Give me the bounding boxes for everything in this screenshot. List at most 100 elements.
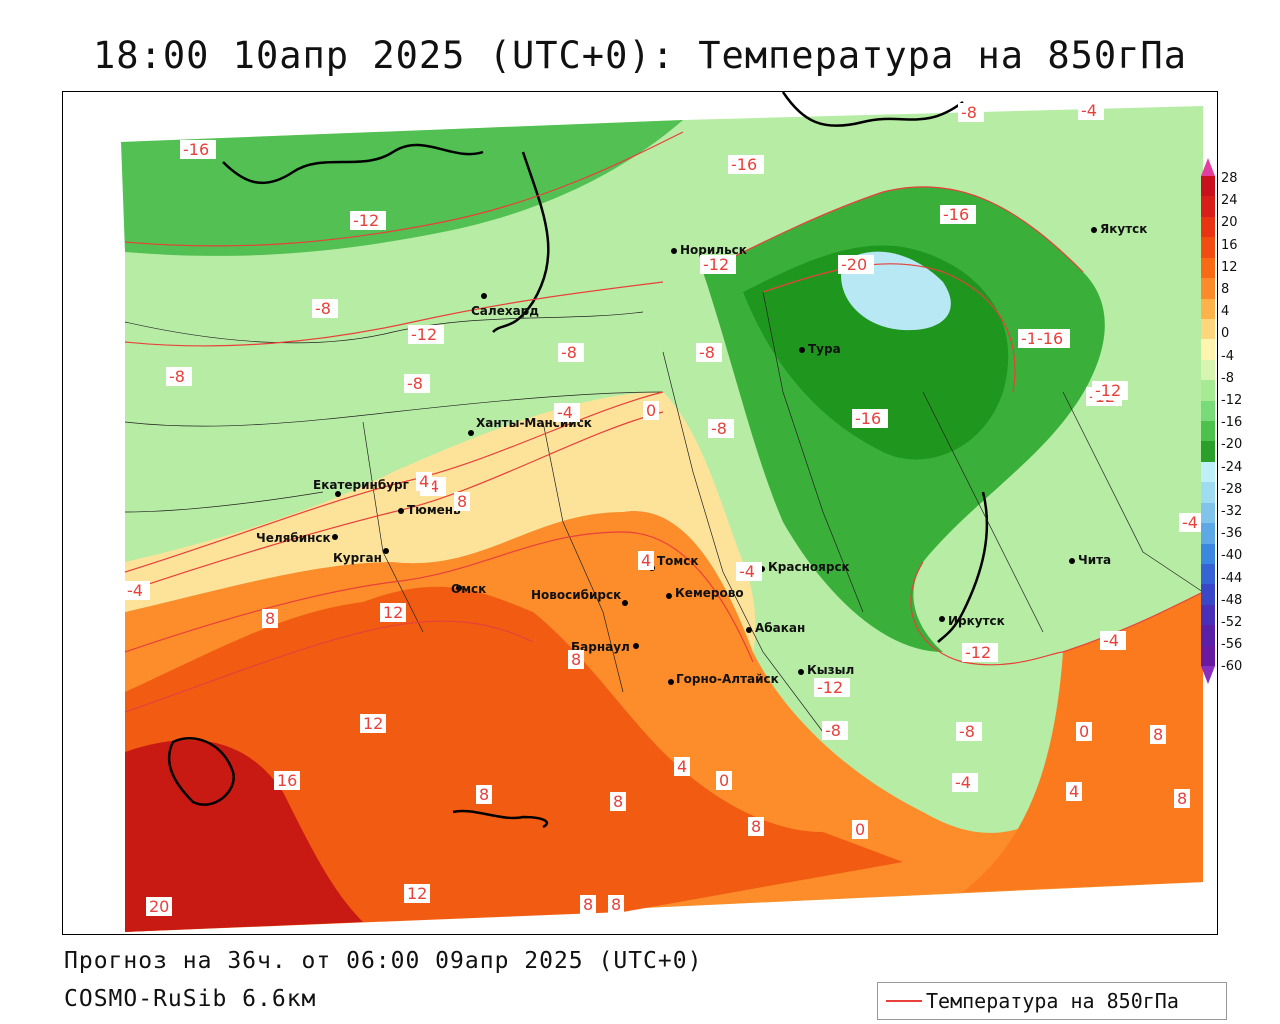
isotherm-value-text: -8 [711, 419, 727, 438]
colorbar-segment [1201, 196, 1215, 218]
colorbar-label: 16 [1221, 237, 1238, 253]
isotherm-value-label: -4 [1100, 631, 1126, 650]
colorbar-segment [1201, 584, 1215, 606]
colorbar-segment [1201, 257, 1215, 279]
isotherm-value-text: 12 [363, 714, 383, 733]
city-dot [622, 600, 628, 606]
colorbar-segment [1201, 543, 1215, 565]
isotherm-value-label: -20 [838, 255, 874, 274]
isotherm-value-text: -4 [1182, 513, 1198, 532]
colorbar-segment [1201, 216, 1215, 238]
isotherm-value-label: -16 [180, 140, 216, 159]
isotherm-value-text: 4 [419, 472, 429, 491]
city-dot [332, 534, 338, 540]
city-dot [456, 585, 462, 591]
northwest-green [121, 120, 683, 256]
colorbar-label: -24 [1221, 459, 1243, 475]
city-label-novosibirsk: Новосибирск [531, 588, 621, 602]
isotherm-value-text: 0 [855, 820, 865, 839]
isotherm-value-text: -4 [557, 403, 573, 422]
isotherm-value-label: -12 [1092, 381, 1128, 400]
isotherm-value-text: -4 [1103, 631, 1119, 650]
isotherm-value-text: -12 [353, 211, 379, 230]
isotherm-value-text: 0 [719, 771, 729, 790]
isotherm-value-label: 8 [454, 492, 470, 511]
city-dot [746, 627, 752, 633]
colorbar-segment [1201, 461, 1215, 483]
isotherm-value-text: 8 [1177, 789, 1187, 808]
colorbar-label: -12 [1221, 393, 1243, 408]
isotherm-value-text: -8 [315, 299, 331, 318]
city-label-tura: Тура [808, 342, 841, 356]
city-dot [481, 293, 487, 299]
isotherm-value-text: -4 [955, 773, 971, 792]
isotherm-value-label: 8 [568, 650, 584, 669]
temperature-map[interactable]: Якутск Норильск Салехард Тура Ханты-Манс… [62, 91, 1218, 935]
isotherm-value-text: 8 [751, 817, 761, 836]
colorbar-label: 0 [1221, 326, 1230, 342]
isotherm-value-label: -16 [940, 205, 976, 224]
city-dot [1091, 227, 1097, 233]
hottest-region [125, 740, 363, 932]
isotherm-value-text: 8 [571, 650, 581, 669]
colorbar-label: 28 [1221, 171, 1238, 186]
city-label-krasnoyarsk: Красноярск [768, 560, 850, 574]
isotherm-value-text: 12 [407, 884, 427, 903]
colorbar-label: -48 [1221, 592, 1243, 608]
isotherm-value-text: 8 [479, 785, 489, 804]
isotherm-value-label: -12 [700, 255, 736, 274]
city-dot [668, 679, 674, 685]
isotherm-value-label: 12 [404, 884, 430, 903]
isotherm-value-text: 0 [1079, 722, 1089, 741]
colorbar-segment [1201, 339, 1215, 361]
city-label-kemerovo: Кемерово [675, 586, 744, 600]
isotherm-value-label: 8 [476, 785, 492, 804]
colorbar-label: 20 [1221, 215, 1238, 231]
isotherm-value-text: 4 [1069, 782, 1079, 801]
isotherm-value-text: -12 [817, 678, 843, 697]
isotherm-value-text: -16 [855, 409, 881, 428]
isotherm-value-text: 0 [646, 401, 656, 420]
city-label-gorno-altaysk: Горно-Алтайск [676, 672, 779, 686]
isotherms [124, 131, 1204, 713]
isotherm-value-label: 0 [1076, 722, 1092, 741]
colorbar-label: 24 [1221, 193, 1238, 209]
colorbar-segment [1201, 604, 1215, 626]
colorbar-segment [1201, 625, 1215, 647]
legend-label: Температура на 850гПа [926, 989, 1179, 1013]
isotherm-value-label: -8 [404, 374, 430, 393]
city-label-tomsk: Томск [657, 554, 699, 568]
map-canvas: Якутск Норильск Салехард Тура Ханты-Манс… [121, 92, 1205, 932]
colorbar-label: 4 [1221, 304, 1230, 320]
isotherm-value-text: -12 [411, 325, 437, 344]
city-dot [939, 616, 945, 622]
city-dot [666, 593, 672, 599]
isotherm-value-label: -8 [958, 103, 984, 122]
isotherm-value-label: -8 [708, 419, 734, 438]
city-label-salekhard: Салехард [471, 304, 539, 318]
isotherm-value-label: -16 [1034, 329, 1070, 348]
colorbar-label: -8 [1221, 370, 1234, 386]
colorbar-label: -52 [1221, 615, 1243, 630]
model-name: COSMO-RuSib 6.6км [64, 986, 317, 1012]
colorbar-segment [1201, 502, 1215, 524]
isotherm-value-text: 16 [277, 771, 297, 790]
colorbar-label: -40 [1221, 548, 1243, 564]
colorbar-label: -16 [1221, 415, 1243, 431]
isotherm-value-label: -4 [736, 562, 762, 581]
isotherm-value-text: -16 [183, 140, 209, 159]
isotherm-value-label: 8 [748, 817, 764, 836]
colorbar-top-arrow [1201, 158, 1215, 176]
isotherm-value-label: 4 [1066, 782, 1082, 801]
isotherm-value-text: -8 [699, 343, 715, 362]
isotherm-value-label: -4 [1078, 101, 1104, 120]
city-label-kyzyl: Кызыл [807, 663, 854, 677]
isotherm-value-label: -4 [952, 773, 978, 792]
city-label-tyumen: Тюмень [407, 503, 461, 517]
city-label-irkutsk: Иркутск [948, 614, 1005, 628]
isotherm-value-label: 8 [610, 792, 626, 811]
city-dot [1069, 558, 1075, 564]
isotherm-value-label: -12 [962, 643, 998, 662]
colorbar-segment [1201, 380, 1215, 402]
isotherm-value-text: 4 [677, 757, 687, 776]
